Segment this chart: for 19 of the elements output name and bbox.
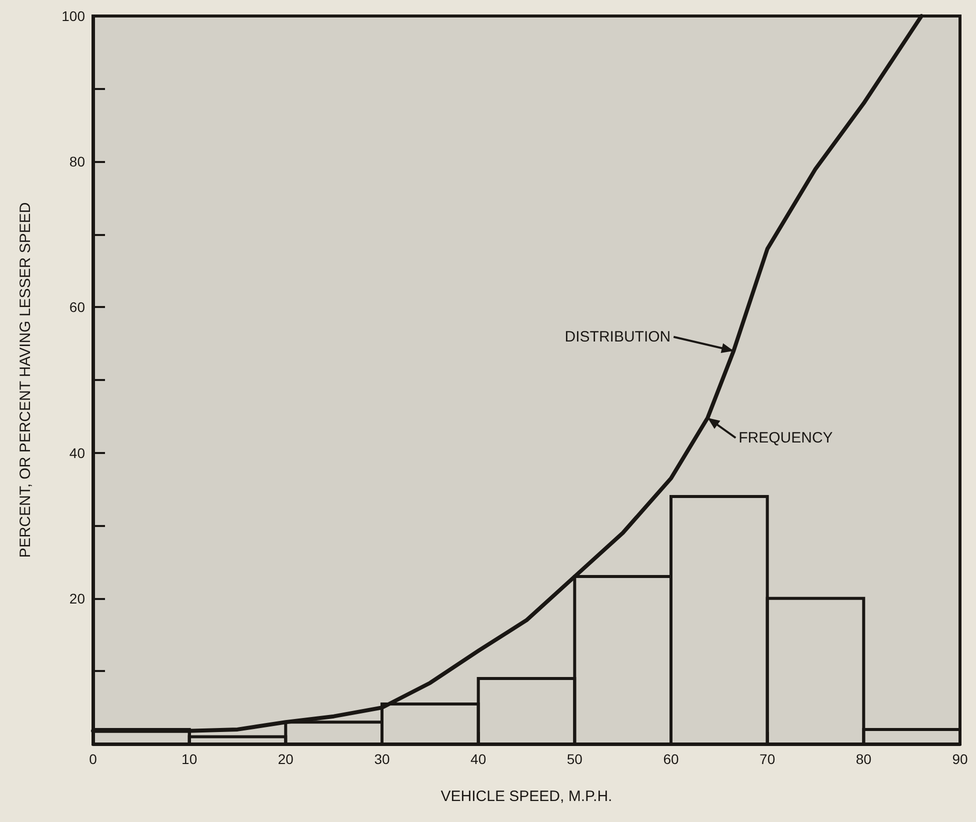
x-tick-label: 70 [760,751,776,767]
y-tick-label: 60 [69,299,86,316]
y-axis-title: PERCENT, OR PERCENT HAVING LESSER SPEED [17,202,34,558]
y-tick-label: 100 [62,8,86,24]
x-tick-label: 80 [856,751,872,767]
x-axis-title: VEHICLE SPEED, M.P.H. [440,788,612,805]
x-tick-label: 0 [89,751,98,767]
x-tick-label: 30 [374,751,390,767]
annotation: FREQUENCY [738,429,833,446]
annotation: DISTRIBUTION [564,328,671,346]
x-tick-label: 50 [566,751,583,767]
y-tick-label: 20 [69,590,86,606]
x-tick-label: 10 [182,751,198,767]
x-tick-label: 40 [470,751,486,767]
x-tick-label: 20 [278,751,294,767]
x-tick-label: 90 [952,751,968,767]
y-tick-label: 80 [69,154,86,170]
y-tick-label: 40 [69,444,86,461]
x-tick-label: 60 [663,751,679,767]
